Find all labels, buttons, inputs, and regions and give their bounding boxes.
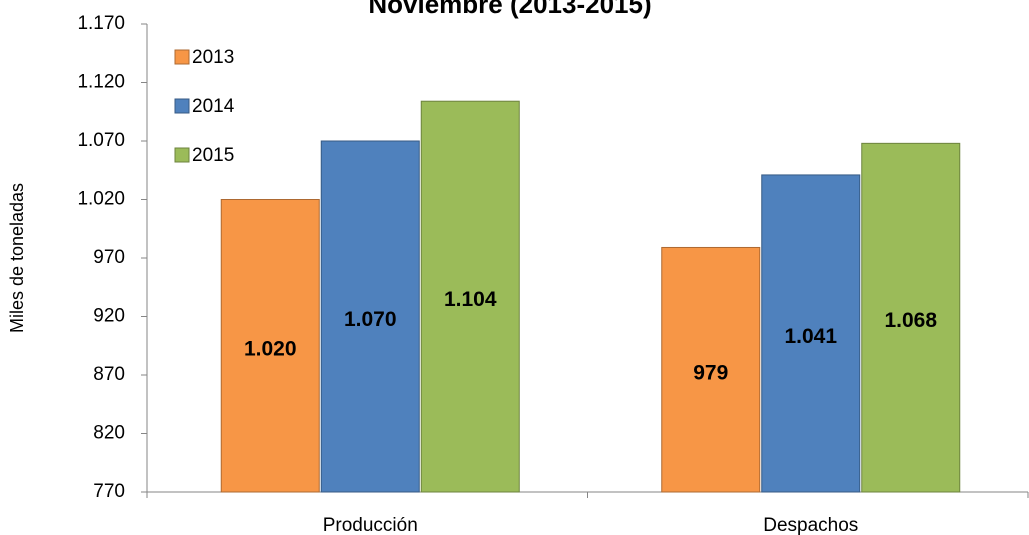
- data-label: 1.070: [344, 308, 397, 331]
- bar: [420, 100, 520, 493]
- y-tick-label: 870: [93, 364, 125, 385]
- legend-swatch: [174, 147, 190, 163]
- legend-label: 2015: [192, 145, 234, 166]
- y-tick-label: 1.070: [77, 130, 125, 151]
- data-label: 1.104: [444, 288, 497, 311]
- data-label: 979: [693, 361, 728, 384]
- data-label: 1.041: [784, 325, 837, 348]
- y-tick-label: 970: [93, 247, 125, 268]
- bar: [661, 246, 761, 493]
- y-tick-label: 820: [93, 423, 125, 444]
- y-tick-label: 1.020: [77, 189, 125, 210]
- data-label: 1.020: [244, 337, 297, 360]
- data-label: 1.068: [884, 309, 937, 332]
- legend-swatch: [174, 98, 190, 114]
- bar: [220, 199, 320, 493]
- y-tick-label: 1.120: [77, 72, 125, 93]
- bar: [320, 140, 420, 493]
- x-tick-label: Producción: [323, 515, 418, 535]
- bar: [761, 174, 861, 493]
- y-tick-label: 770: [93, 481, 125, 502]
- y-axis-label: Miles de toneladas: [7, 183, 27, 333]
- y-tick-label: 920: [93, 306, 125, 327]
- chart-title: Noviembre (2013-2015): [368, 0, 651, 19]
- legend-label: 2013: [192, 47, 234, 68]
- legend-swatch: [174, 49, 190, 65]
- legend-label: 2014: [192, 96, 235, 117]
- x-tick-label: Despachos: [763, 515, 858, 535]
- y-tick-label: 1.170: [77, 13, 125, 34]
- bar: [861, 142, 961, 493]
